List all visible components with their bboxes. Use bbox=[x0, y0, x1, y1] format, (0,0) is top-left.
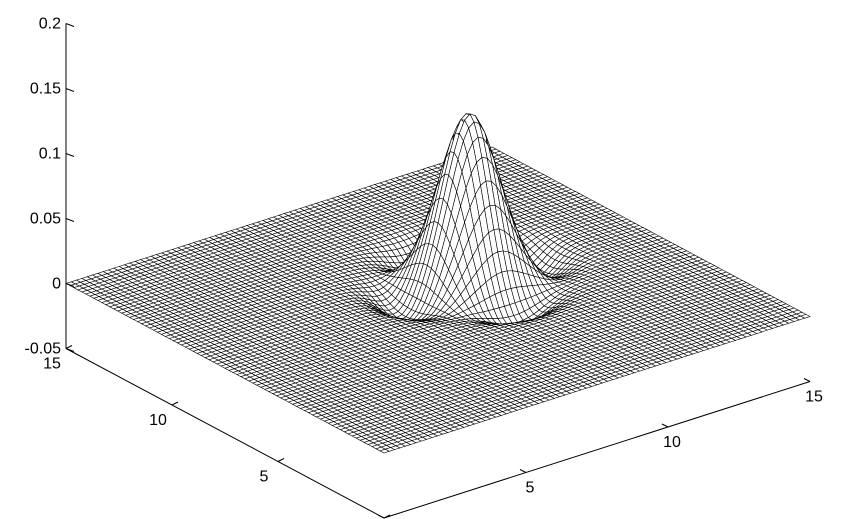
surface-mesh bbox=[65, 113, 811, 454]
